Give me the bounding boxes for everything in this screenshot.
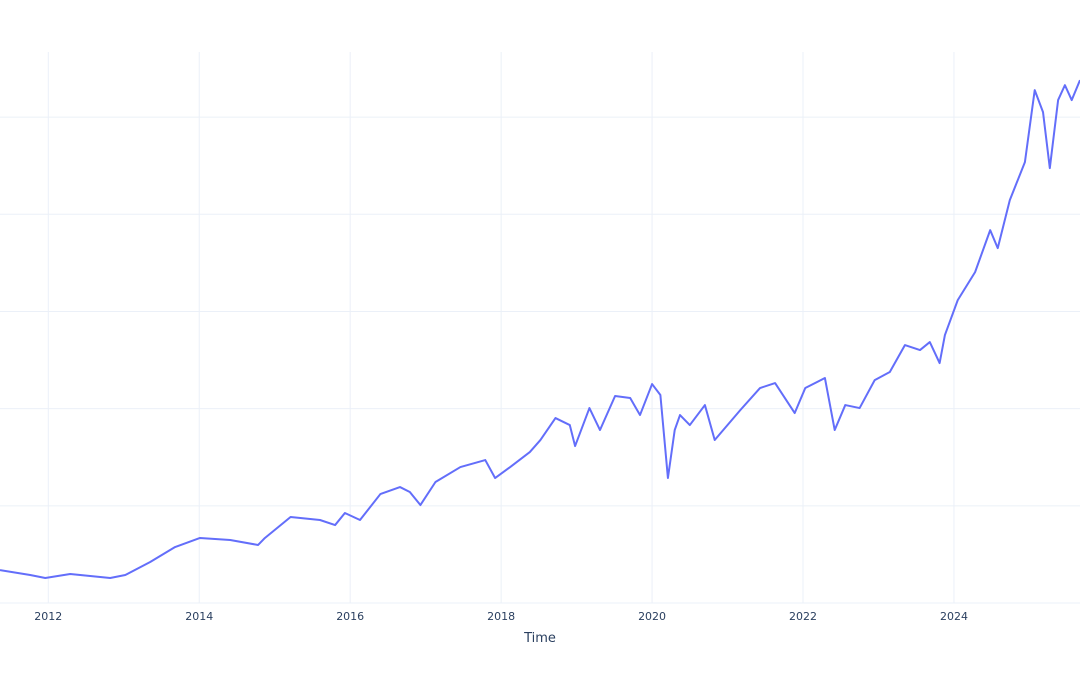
x-tick-label: 2012 (34, 610, 62, 623)
x-axis-title: Time (523, 631, 556, 646)
line-series (0, 79, 1080, 580)
x-tick-label: 2024 (940, 610, 968, 623)
x-tick-label: 2014 (185, 610, 213, 623)
x-tick-label: 2018 (487, 610, 515, 623)
x-tick-label: 2022 (789, 610, 817, 623)
x-tick-label: 2020 (638, 610, 666, 623)
x-tick-label: 2016 (336, 610, 364, 623)
